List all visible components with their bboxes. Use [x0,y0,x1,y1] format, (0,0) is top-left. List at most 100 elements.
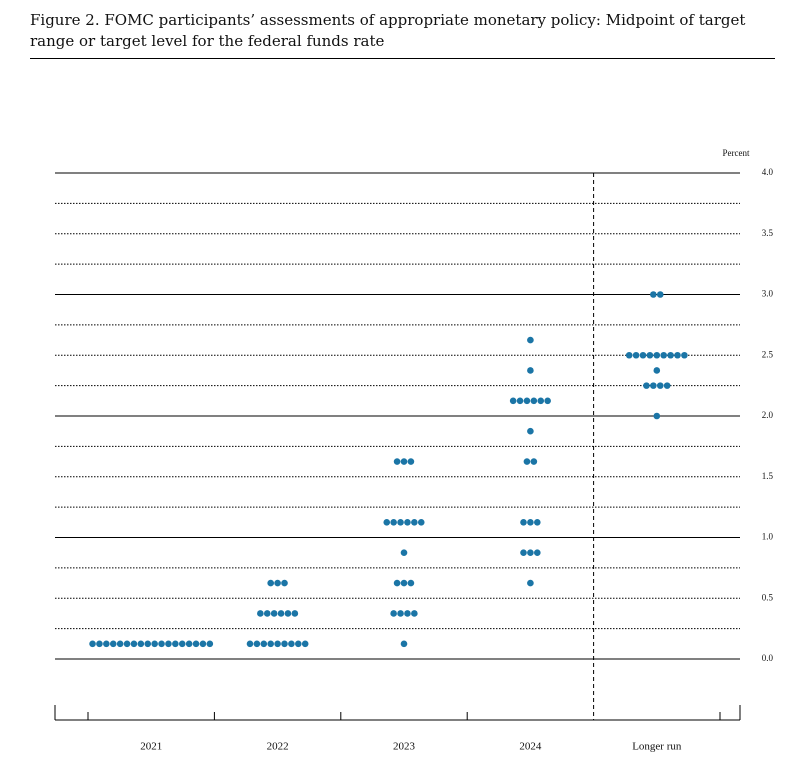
dot [527,367,534,374]
dot [417,519,425,526]
dot [89,640,96,648]
dot [520,549,527,556]
x-tick-label: Longer run [632,741,682,753]
x-tick-label: 2023 [393,741,416,753]
dot [411,610,418,617]
dot [404,519,411,526]
dot [656,382,664,389]
dot [267,640,275,648]
y-tick-label: 1.0 [762,532,774,542]
dot [103,640,110,648]
dot [172,640,179,648]
dot [407,458,415,465]
y-tick-label: 4.0 [762,167,774,177]
dot [274,579,281,587]
dot [260,640,268,648]
y-axis-label: Percent [723,148,750,158]
y-tick-label: 2.5 [762,349,774,359]
dot [397,610,404,617]
dot [301,640,309,648]
dot [650,291,657,298]
dot [199,640,207,648]
dot [281,640,288,648]
dot [151,640,158,648]
dot [663,382,671,389]
dot [674,351,681,359]
dot [400,549,408,556]
dot [527,336,534,344]
dot [653,367,661,374]
dot [650,382,657,389]
dot [277,610,285,617]
dot [267,579,275,587]
dot [158,640,165,648]
dot [185,640,193,648]
dot [116,640,124,648]
dot [530,458,538,465]
dot [527,427,534,435]
dot [257,610,264,617]
dot [130,640,138,648]
dot [544,397,551,405]
dot [643,382,650,389]
dot [192,640,200,648]
dot [646,351,654,359]
dot [165,640,172,648]
dot [270,610,278,617]
dot [144,640,152,648]
dot [509,397,517,405]
dot [123,640,131,648]
x-tick-label: 2024 [519,741,542,753]
dot [404,610,411,617]
dot [400,579,408,587]
dot [516,397,524,405]
y-tick-label: 3.0 [762,289,774,299]
dot [656,291,664,298]
dot [263,610,271,617]
dot [397,519,404,526]
dot [527,519,534,526]
y-tick-label: 3.5 [762,228,774,238]
dot [253,640,261,648]
dot [653,351,661,359]
dot [400,640,408,648]
dot [520,519,527,526]
dot [632,351,640,359]
x-tick-label: 2021 [140,741,162,753]
dot [653,412,661,420]
dot [137,640,145,648]
dot [274,640,281,648]
dot [667,351,674,359]
dot [681,351,688,359]
dot [400,458,408,465]
dot [291,610,299,617]
dot [537,397,545,405]
dot [530,397,538,405]
x-tick-label: 2022 [267,741,289,753]
dot [411,519,418,526]
dot [625,351,633,359]
dot [178,640,186,648]
dot [527,549,534,556]
dot [281,579,288,587]
chart-title: Figure 2. FOMC participants’ assessments… [30,10,775,59]
dot [246,640,254,648]
dot [390,519,397,526]
dot [660,351,667,359]
dot [284,610,292,617]
dot [639,351,647,359]
dot [109,640,117,648]
dot [407,579,415,587]
y-tick-label: 0.0 [762,653,774,663]
y-tick-label: 2.0 [762,410,774,420]
y-tick-label: 1.5 [762,471,774,481]
dot [393,458,401,465]
dot [96,640,103,648]
dot [534,549,541,556]
dot [295,640,302,648]
dot [534,519,541,526]
dot [393,579,401,587]
dot [288,640,295,648]
